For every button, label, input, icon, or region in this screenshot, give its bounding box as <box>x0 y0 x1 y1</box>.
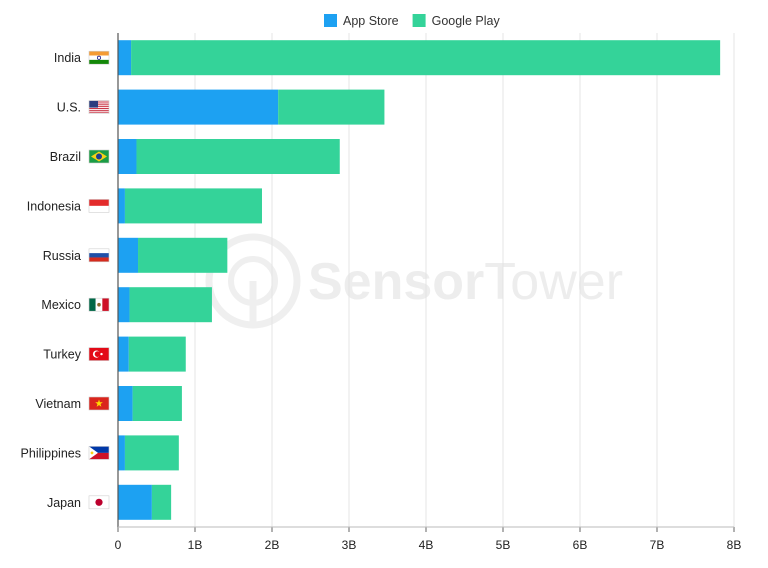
bar-app-store-russia[interactable] <box>118 237 139 273</box>
japan-flag-icon <box>88 495 110 510</box>
us-flag-icon <box>88 100 110 114</box>
legend-item-google-play[interactable]: Google Play <box>412 14 501 28</box>
category-label: India <box>54 51 81 65</box>
category-label: Philippines <box>21 446 81 460</box>
bar-app-store-brazil[interactable] <box>118 139 137 174</box>
legend-item-app-store[interactable]: App Store <box>324 14 399 28</box>
bar-app-store-vietnam[interactable] <box>118 386 133 421</box>
bar-app-store-india[interactable] <box>118 40 132 76</box>
indonesia-flag-icon <box>88 199 110 213</box>
legend[interactable]: App Store Google Play <box>324 14 500 28</box>
vietnam-flag-icon <box>88 396 110 411</box>
category-label: Turkey <box>43 348 81 362</box>
legend-label: Google Play <box>432 14 501 28</box>
category-label: Mexico <box>41 298 81 312</box>
watermark-text: SensorTower <box>308 253 623 311</box>
turkey-flag-icon <box>88 347 110 361</box>
x-axis: 0 1B 2B 3B 4B 5B 6B 7B 8B <box>115 33 742 552</box>
bar-google-play-brazil[interactable] <box>136 139 340 174</box>
legend-label: App Store <box>343 14 399 28</box>
sensor-tower-watermark: SensorTower <box>205 233 623 329</box>
bar-google-play-philippines[interactable] <box>124 435 179 471</box>
bar-google-play-vietnam[interactable] <box>132 386 182 421</box>
bar-google-play-indonesia[interactable] <box>124 188 262 224</box>
bar-google-play-us[interactable] <box>278 89 385 125</box>
x-tick-label: 7B <box>650 538 665 552</box>
category-label: U.S. <box>57 101 81 115</box>
x-tick-label: 1B <box>188 538 203 552</box>
bar-app-store-indonesia[interactable] <box>118 188 125 224</box>
legend-swatch <box>324 14 337 27</box>
bar-app-store-mexico[interactable] <box>118 287 130 323</box>
grid-lines <box>194 33 735 527</box>
bar-google-play-india[interactable] <box>131 40 721 76</box>
category-label: Vietnam <box>35 397 81 411</box>
x-tick-label: 4B <box>419 538 434 552</box>
watermark-text-bold: Sensor <box>308 253 484 311</box>
category-label: Brazil <box>50 150 81 164</box>
brazil-flag-icon <box>88 149 110 164</box>
x-tick-label: 2B <box>265 538 280 552</box>
x-tick-label: 0 <box>115 538 122 552</box>
x-tick-label: 5B <box>496 538 511 552</box>
bar-google-play-japan[interactable] <box>151 484 172 520</box>
russia-flag-icon <box>88 248 110 263</box>
mexico-flag-icon <box>88 297 110 312</box>
bar-google-play-russia[interactable] <box>138 237 228 273</box>
bar-app-store-philippines[interactable] <box>118 435 125 471</box>
bar-app-store-japan[interactable] <box>118 484 152 520</box>
x-tick-label: 8B <box>727 538 742 552</box>
legend-swatch <box>412 14 426 27</box>
bar-app-store-turkey[interactable] <box>118 336 129 372</box>
bar-app-store-us[interactable] <box>118 89 279 125</box>
philippines-flag-icon <box>88 446 110 460</box>
category-labels: India U.S. Brazil Indonesia Russia Mexico Turk… <box>21 50 110 510</box>
bar-google-play-turkey[interactable] <box>128 336 186 372</box>
category-label: Indonesia <box>27 199 81 213</box>
category-label: Japan <box>47 496 81 510</box>
x-tick-label: 3B <box>342 538 357 552</box>
india-flag-icon <box>88 50 110 65</box>
x-tick-label: 6B <box>573 538 588 552</box>
bar-google-play-mexico[interactable] <box>129 287 212 323</box>
category-label: Russia <box>43 249 81 263</box>
bars <box>118 40 721 520</box>
watermark-text-regular: Tower <box>484 253 623 311</box>
